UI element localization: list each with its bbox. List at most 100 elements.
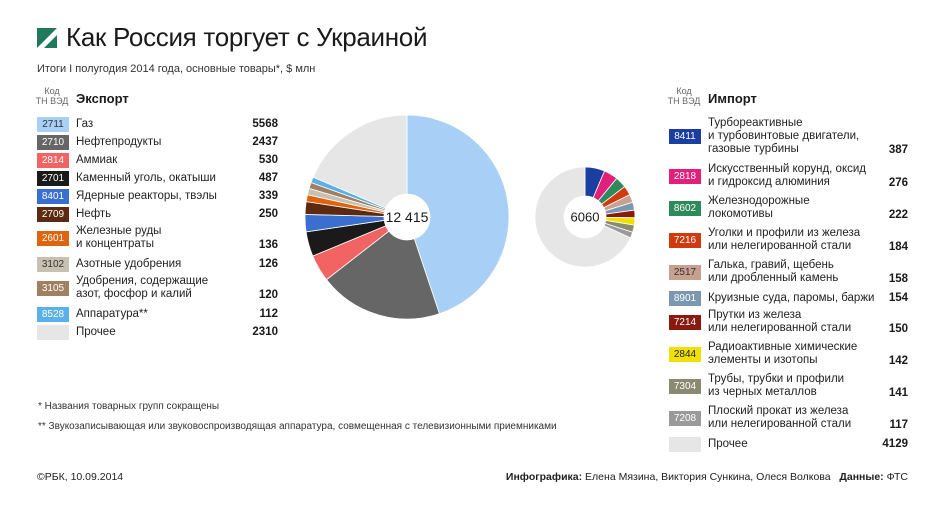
legend-label: Аппаратура** <box>76 308 148 321</box>
legend-row: 8528 Аппаратура** <box>37 307 148 322</box>
legend-label-line: Круизные суда, паромы, баржи <box>708 292 875 304</box>
pie-slice-2711 <box>406 114 510 315</box>
legend-label: Удобрения, содержащие азот, фосфор и кали… <box>76 275 208 301</box>
legend-label: Прочее <box>708 438 748 451</box>
legend-swatch: 2710 <box>37 135 69 150</box>
legend-label-line: Прутки из железа <box>708 309 802 321</box>
legend-row: 2844 Радиоактивные химические элементы и и… <box>669 341 857 367</box>
legend-row: 8401 Ядерные реакторы, твэлы <box>37 189 217 204</box>
legend-swatch: 2844 <box>669 346 701 362</box>
legend-label-line: элементы и изотопы <box>708 354 818 366</box>
legend-label: Нефтепродукты <box>76 136 161 149</box>
pie-slice-other <box>534 166 631 268</box>
legend-swatch: 3102 <box>37 257 69 272</box>
legend-label: Газ <box>76 118 93 131</box>
legend-label-line: Аппаратура** <box>76 308 148 320</box>
legend-row: 3105 Удобрения, содержащие азот, фосфор и … <box>37 275 208 301</box>
legend-value: 142 <box>888 355 908 367</box>
legend-swatch: 8901 <box>669 291 701 306</box>
legend-label-line: Нефтепродукты <box>76 136 162 148</box>
legend-row: 8411 Турбореактивные и турбовинтовые двига… <box>669 117 859 156</box>
legend-label-line: Азотные удобрения <box>76 258 182 270</box>
legend-label-line: Плоский прокат из железа <box>708 405 849 417</box>
legend-label-line: из черных металлов <box>708 386 817 398</box>
legend-label-line: Уголки и профили из железа <box>708 227 861 239</box>
legend-value: 136 <box>258 239 278 251</box>
legend-swatch: 3105 <box>37 280 69 296</box>
legend-row: 7304 Трубы, трубки и профили из черных мет… <box>669 373 844 399</box>
legend-row: 2710 Нефтепродукты <box>37 135 161 150</box>
legend-label: Ядерные реакторы, твэлы <box>76 190 217 203</box>
legend-label-line: Ядерные реакторы, твэлы <box>76 190 217 202</box>
legend-label-line: газовые турбины <box>708 143 799 155</box>
legend-row: Прочее <box>37 325 116 340</box>
legend-label-line: Каменный уголь, окатыши <box>76 172 216 184</box>
legend-label: Каменный уголь, окатыши <box>76 172 216 185</box>
legend-label: Плоский прокат из железа или нелегированн… <box>708 405 851 431</box>
legend-label: Аммиак <box>76 154 117 167</box>
legend-label: Галька, гравий, щебень или дробленный кам… <box>708 259 838 285</box>
legend-swatch: 8602 <box>669 200 701 216</box>
legend-label: Круизные суда, паромы, баржи <box>708 292 874 305</box>
import-code-header: Код ТН ВЭД <box>664 86 704 106</box>
legend-row: 7214 Прутки из железа или нелегированной с… <box>669 309 851 335</box>
export-title: Экспорт <box>76 91 129 106</box>
legend-swatch: 2701 <box>37 171 69 186</box>
legend-label-line: Нефть <box>76 208 112 220</box>
footer-credits: Инфографика: Елена Мязина, Виктория Сунк… <box>506 471 908 483</box>
legend-label-line: Аммиак <box>76 154 118 166</box>
legend-swatch: 2818 <box>669 168 701 184</box>
footer-copyright: ©РБК, 10.09.2014 <box>37 471 124 483</box>
legend-row: 2818 Искусственный корунд, оксид и гидрокс… <box>669 163 866 189</box>
legend-label: Азотные удобрения <box>76 258 181 271</box>
code-header-line-1: Код <box>676 86 692 96</box>
legend-label-line: Железные руды <box>76 225 162 237</box>
legend-label-line: и турбовинтовые двигатели, <box>708 130 860 142</box>
legend-value: 117 <box>889 419 908 431</box>
legend-label-line: азот, фосфор и калий <box>76 288 192 300</box>
legend-value: 530 <box>258 154 278 166</box>
source-name: ФТС <box>886 471 908 483</box>
legend-label-line: Трубы, трубки и профили <box>708 373 845 385</box>
legend-label: Нефть <box>76 208 111 221</box>
legend-value: 2437 <box>252 136 278 148</box>
legend-value: 250 <box>258 208 278 220</box>
legend-label: Уголки и профили из железа или нелегирова… <box>708 227 860 253</box>
legend-value: 387 <box>888 144 908 156</box>
legend-swatch: 2601 <box>37 230 69 246</box>
legend-swatch <box>37 325 69 340</box>
legend-row: 2711 Газ <box>37 117 93 132</box>
legend-row: 7208 Плоский прокат из железа или нелегиро… <box>669 405 851 431</box>
legend-label-line: Прочее <box>708 438 748 450</box>
legend-swatch: 8401 <box>37 189 69 204</box>
legend-row: 8602 Железнодорожные локомотивы <box>669 195 810 221</box>
credits-names: Елена Мязина, Виктория Сункина, Олеся Во… <box>585 471 831 483</box>
export-pie-chart: 12 415 <box>304 114 510 320</box>
legend-swatch: 8528 <box>37 307 69 322</box>
legend-label-line: локомотивы <box>708 208 773 220</box>
legend-value: 141 <box>888 387 908 399</box>
legend-swatch: 2814 <box>37 153 69 168</box>
legend-label-line: Прочее <box>76 326 116 338</box>
legend-label-line: или нелегированной стали <box>708 418 852 430</box>
legend-row: 3102 Азотные удобрения <box>37 257 181 272</box>
legend-swatch: 2517 <box>669 264 701 280</box>
legend-value: 126 <box>258 258 278 270</box>
import-title: Импорт <box>708 91 757 106</box>
legend-value: 276 <box>888 177 908 189</box>
legend-swatch: 7214 <box>669 314 701 330</box>
legend-label: Искусственный корунд, оксид и гидроксид а… <box>708 163 866 189</box>
pie-slice-other <box>312 114 408 209</box>
legend-label: Железнодорожные локомотивы <box>708 195 810 221</box>
code-header-line-2: ТН ВЭД <box>667 96 701 106</box>
legend-value: 120 <box>258 289 278 301</box>
legend-swatch: 2711 <box>37 117 69 132</box>
legend-label: Радиоактивные химические элементы и изото… <box>708 341 857 367</box>
legend-value: 154 <box>888 292 908 304</box>
code-header-line-2: ТН ВЭД <box>35 96 69 106</box>
legend-value: 184 <box>888 241 908 253</box>
legend-row: 2701 Каменный уголь, окатыши <box>37 171 216 186</box>
legend-swatch: 7216 <box>669 232 701 248</box>
legend-row: 2814 Аммиак <box>37 153 117 168</box>
